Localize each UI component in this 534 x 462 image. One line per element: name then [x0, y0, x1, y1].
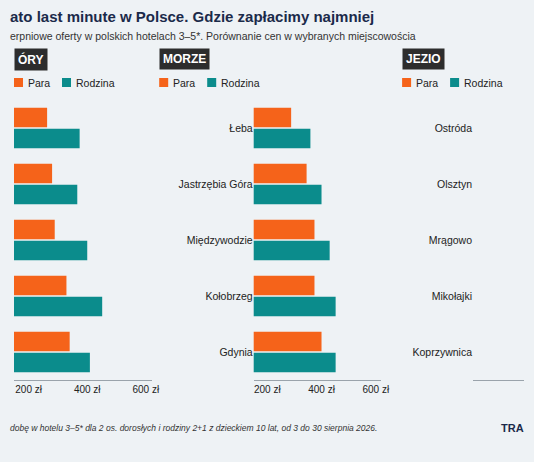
- svg-text:TRA: TRA: [501, 422, 524, 434]
- svg-text:600 zł: 600 zł: [132, 384, 159, 395]
- svg-text:Międzywodzie: Międzywodzie: [187, 234, 253, 246]
- svg-text:Gdynia: Gdynia: [219, 346, 252, 358]
- svg-text:200 zł: 200 zł: [15, 384, 42, 395]
- svg-text:erpniowe oferty w polskich hot: erpniowe oferty w polskich hotelach 3–5*…: [10, 30, 416, 42]
- svg-text:Kołobrzeg: Kołobrzeg: [205, 290, 252, 302]
- svg-text:Jastrzębia Góra: Jastrzębia Góra: [179, 178, 253, 190]
- svg-text:600 zł: 600 zł: [362, 384, 389, 395]
- svg-text:200 zł: 200 zł: [254, 384, 281, 395]
- svg-text:Łeba: Łeba: [229, 122, 253, 134]
- svg-text:Olsztyn: Olsztyn: [437, 178, 472, 190]
- svg-text:400 zł: 400 zł: [308, 384, 335, 395]
- svg-text:Ostróda: Ostróda: [435, 122, 473, 134]
- svg-text:JEZIO: JEZIO: [406, 52, 441, 66]
- svg-text:ÓRY: ÓRY: [18, 52, 44, 67]
- svg-text:Para: Para: [28, 77, 50, 89]
- svg-text:Rodzina: Rodzina: [221, 77, 260, 89]
- svg-text:Para: Para: [416, 77, 438, 89]
- svg-text:400 zł: 400 zł: [74, 384, 101, 395]
- svg-text:ato last minute w Polsce. Gdzi: ato last minute w Polsce. Gdzie zapłacim…: [10, 8, 374, 25]
- svg-text:Mrągowo: Mrągowo: [429, 234, 472, 246]
- svg-text:dobę w hotelu 3–5* dla 2 os. d: dobę w hotelu 3–5* dla 2 os. dorosłych i…: [10, 423, 377, 433]
- svg-text:Mikołajki: Mikołajki: [432, 290, 472, 302]
- svg-text:MORZE: MORZE: [163, 52, 206, 66]
- svg-text:Para: Para: [173, 77, 195, 89]
- svg-text:Koprzywnica: Koprzywnica: [412, 346, 472, 358]
- svg-text:Rodzina: Rodzina: [76, 77, 115, 89]
- svg-text:Rodzina: Rodzina: [464, 77, 503, 89]
